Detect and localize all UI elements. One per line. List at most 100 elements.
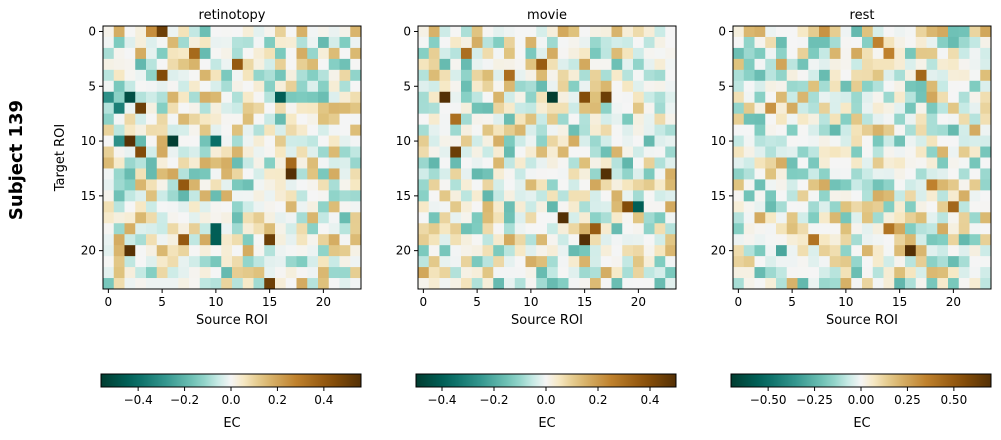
heatmap-cell <box>461 168 473 180</box>
heatmap-cell <box>525 36 537 49</box>
heatmap-cell <box>633 234 645 246</box>
heatmap-cell <box>937 91 949 104</box>
heatmap-cell <box>557 267 569 279</box>
heatmap-cell <box>514 124 526 136</box>
heatmap-cell <box>167 179 179 191</box>
heatmap-cell <box>786 146 798 158</box>
heatmap-cell <box>915 168 927 180</box>
heatmap-cell <box>654 157 666 169</box>
heatmap-cell <box>461 58 473 71</box>
heatmap-cell <box>568 58 580 71</box>
heatmap-cell <box>948 223 960 235</box>
heatmap-cell <box>232 157 244 169</box>
heatmap-cell <box>221 69 233 82</box>
heatmap-cell <box>178 135 190 147</box>
heatmap-cell <box>514 201 526 213</box>
heatmap-cell <box>654 135 666 147</box>
heatmap-cell <box>189 190 201 202</box>
heatmap-cell <box>776 113 788 126</box>
heatmap-cell <box>428 168 440 180</box>
heatmap-cell <box>418 47 430 60</box>
heatmap-cell <box>307 256 319 268</box>
heatmap-cell <box>937 157 949 169</box>
heatmap-cell <box>969 102 981 115</box>
heatmap-cell <box>242 157 254 169</box>
x-tick-label: 10 <box>208 295 223 309</box>
heatmap-cell <box>808 168 820 180</box>
heatmap-cell <box>471 146 483 158</box>
heatmap-cell <box>948 245 960 257</box>
heatmap-cell <box>808 179 820 191</box>
heatmap-cell <box>926 26 938 38</box>
heatmap-cell <box>557 234 569 246</box>
heatmap-cell <box>178 91 190 104</box>
heatmap-cell <box>883 69 895 82</box>
heatmap-cell <box>872 113 884 126</box>
heatmap-cell <box>776 80 788 93</box>
heatmap-cell <box>199 36 211 49</box>
heatmap-cell <box>307 267 319 279</box>
heatmap-cell <box>285 157 297 169</box>
heatmap-cell <box>418 146 430 158</box>
heatmap-cell <box>221 102 233 115</box>
heatmap-cell <box>797 201 809 213</box>
heatmap-cell <box>285 135 297 147</box>
x-tick-label: 20 <box>946 295 961 309</box>
heatmap-cell <box>285 91 297 104</box>
heatmap-cell <box>633 58 645 71</box>
heatmap-cell <box>819 69 831 82</box>
heatmap-cell <box>318 146 330 158</box>
heatmap-cell <box>264 80 276 93</box>
heatmap-cell <box>135 36 147 49</box>
heatmap-cell <box>579 267 591 279</box>
heatmap-cell <box>883 146 895 158</box>
heatmap-cell <box>350 47 362 60</box>
heatmap-cell <box>862 91 874 104</box>
heatmap-cell <box>461 91 473 104</box>
heatmap-cell <box>124 102 136 115</box>
heatmap-cell <box>135 102 147 115</box>
heatmap-cell <box>113 80 125 93</box>
heatmap-cell <box>654 91 666 104</box>
heatmap-cell <box>461 146 473 158</box>
heatmap-cell <box>980 135 992 147</box>
heatmap-cell <box>536 245 548 257</box>
heatmap-cell <box>797 234 809 246</box>
heatmap-cell <box>328 201 340 213</box>
heatmap-cell <box>872 212 884 224</box>
heatmap-cell <box>622 278 634 290</box>
heatmap-cell <box>156 91 168 104</box>
heatmap-cell <box>135 267 147 279</box>
heatmap-cell <box>590 190 602 202</box>
heatmap-cell <box>124 113 136 126</box>
heatmap-cell <box>482 146 494 158</box>
heatmap-cell <box>482 223 494 235</box>
heatmap-cell <box>568 278 580 290</box>
heatmap-cell <box>461 256 473 268</box>
heatmap-cell <box>285 179 297 191</box>
heatmap-cell <box>318 58 330 71</box>
heatmap-cell <box>733 157 745 169</box>
heatmap-cell <box>937 201 949 213</box>
heatmap-cell <box>600 190 612 202</box>
heatmap-cell <box>328 212 340 224</box>
heatmap-cell <box>894 26 906 38</box>
heatmap-cell <box>253 135 265 147</box>
heatmap-cell <box>525 91 537 104</box>
heatmap-cell <box>915 47 927 60</box>
heatmap-cell <box>232 58 244 71</box>
heatmap-cell <box>264 102 276 115</box>
heatmap-cell <box>418 102 430 115</box>
heatmap-cell <box>146 146 158 158</box>
heatmap-cell <box>328 124 340 136</box>
heatmap-cell <box>504 124 516 136</box>
heatmap-cell <box>428 36 440 49</box>
heatmap-cell <box>980 146 992 158</box>
heatmap-cell <box>146 47 158 60</box>
heatmap-cell <box>808 36 820 49</box>
heatmap-cell <box>937 223 949 235</box>
heatmap-cell <box>536 69 548 82</box>
heatmap-cell <box>937 26 949 38</box>
heatmap-cell <box>948 157 960 169</box>
